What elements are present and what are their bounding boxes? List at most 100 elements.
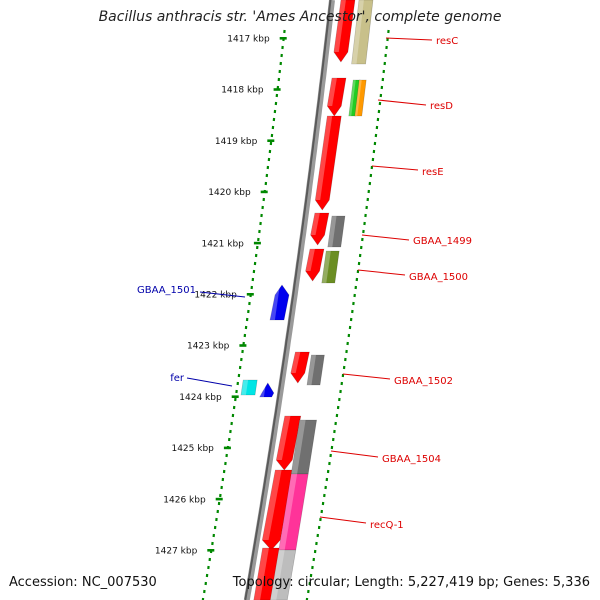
cds-GBAA_1501-highlight bbox=[270, 285, 280, 320]
cog-resD-a-highlight bbox=[348, 80, 356, 116]
gene-label-fer[interactable]: fer bbox=[170, 373, 185, 384]
cds-recQ-1-highlight bbox=[262, 470, 282, 540]
leader-line-recQ-1 bbox=[319, 516, 367, 524]
gene-label-GBAA_1500[interactable]: GBAA_1500 bbox=[409, 272, 468, 283]
cds-next-highlight bbox=[253, 548, 269, 600]
length-value: 5,227,419 bp bbox=[407, 575, 495, 590]
inner-dotted-ring bbox=[201, 29, 286, 600]
gene-label-GBAA_1504[interactable]: GBAA_1504 bbox=[382, 454, 441, 465]
cds-recQ-1 bbox=[261, 469, 294, 551]
cog-GBAA_1499 bbox=[327, 215, 346, 248]
tick-label: 1426 kbp bbox=[163, 495, 206, 505]
cog-GBAA_1500-highlight bbox=[321, 251, 331, 283]
tick-label: 1425 kbp bbox=[171, 444, 214, 454]
tick-mark bbox=[246, 293, 254, 296]
cds-resD-highlight bbox=[327, 78, 337, 106]
cds-GBAA_1500-highlight bbox=[305, 249, 315, 271]
outer-dotted-ring bbox=[305, 29, 390, 600]
accession-info: Accession: NC_007530 bbox=[9, 575, 157, 590]
cds-resC bbox=[333, 0, 356, 63]
cog-GBAA_1500 bbox=[321, 250, 340, 284]
length-label: Length: bbox=[354, 575, 404, 590]
cog-resD-b bbox=[354, 79, 367, 117]
cds-resE bbox=[314, 115, 342, 211]
feature-track bbox=[240, 0, 374, 600]
gene-labels: resC resD resE GBAA_1499 GBAA_1500 GBAA_1502 G… bbox=[137, 36, 472, 531]
tick-mark bbox=[215, 497, 223, 501]
cog-GBAA_1504-highlight bbox=[291, 420, 306, 474]
cog-next bbox=[269, 549, 297, 600]
leader-line-GBAA_1499 bbox=[361, 234, 410, 241]
cds-resC-highlight bbox=[333, 0, 346, 52]
cds-GBAA_1502-highlight bbox=[290, 352, 301, 373]
leader-line-resD bbox=[377, 99, 427, 106]
tick-mark bbox=[260, 190, 268, 194]
backbone-ring bbox=[243, 0, 335, 600]
gene-label-GBAA_1499[interactable]: GBAA_1499 bbox=[413, 236, 472, 247]
gene-label-GBAA_1501[interactable]: GBAA_1501 bbox=[137, 285, 196, 296]
genome-backbone bbox=[243, 0, 335, 600]
tick-label: 1427 kbp bbox=[155, 547, 198, 557]
cog-fer bbox=[240, 379, 258, 396]
leader-line-GBAA_1501 bbox=[199, 291, 246, 298]
topology-label: Topology: bbox=[232, 575, 294, 590]
kbp-ticks: 1417 kbp 1418 kbp 1419 kbp 1420 kbp 1421 kbp… bbox=[155, 35, 287, 557]
tick-mark bbox=[223, 446, 231, 450]
cds-fer-highlight bbox=[259, 383, 266, 397]
tick-label: 1422 kbp bbox=[194, 291, 237, 301]
genes-value: 5,336 bbox=[552, 575, 590, 590]
leader-line-GBAA_1504 bbox=[330, 450, 379, 458]
leader-line-resC bbox=[385, 37, 433, 41]
cog-recQ-1-highlight bbox=[278, 474, 298, 550]
dotted-guide-lines bbox=[201, 29, 390, 600]
cds-GBAA_1501 bbox=[269, 284, 290, 321]
cds-GBAA_1504 bbox=[275, 415, 302, 471]
gene-label-resC[interactable]: resC bbox=[436, 36, 458, 47]
leader-line-resE bbox=[371, 165, 419, 171]
leader-line-GBAA_1502 bbox=[342, 373, 391, 380]
gene-label-resD[interactable]: resD bbox=[430, 101, 453, 112]
cds-GBAA_1502 bbox=[290, 351, 310, 384]
cds-resE-highlight bbox=[315, 116, 333, 200]
tick-label: 1421 kbp bbox=[201, 239, 244, 249]
gene-label-recQ-1[interactable]: recQ-1 bbox=[370, 520, 404, 531]
cog-fer-highlight bbox=[241, 380, 249, 395]
cog-resC-highlight bbox=[351, 0, 364, 64]
cog-GBAA_1499-highlight bbox=[327, 216, 337, 247]
cds-GBAA_1504-highlight bbox=[276, 416, 291, 460]
cog-GBAA_1502-highlight bbox=[307, 355, 316, 385]
tick-mark bbox=[207, 549, 215, 552]
tick-label: 1418 kbp bbox=[221, 86, 264, 96]
cog-resD-b-highlight bbox=[354, 80, 362, 116]
tick-label: 1420 kbp bbox=[208, 188, 251, 198]
genome-stats: Topology: circular; Length: 5,227,419 bp… bbox=[232, 575, 590, 590]
gene-label-resE[interactable]: resE bbox=[422, 167, 444, 178]
gene-label-GBAA_1502[interactable]: GBAA_1502 bbox=[394, 376, 453, 387]
cog-resC bbox=[351, 0, 374, 65]
tick-label: 1419 kbp bbox=[215, 137, 258, 147]
cog-next-highlight bbox=[270, 550, 285, 600]
cog-GBAA_1502 bbox=[306, 354, 325, 386]
genome-title: Bacillus anthracis str. 'Ames Ancestor',… bbox=[98, 9, 502, 25]
leader-line-fer bbox=[186, 377, 233, 387]
tick-mark bbox=[279, 37, 287, 40]
topology-value: circular bbox=[297, 575, 346, 590]
tick-mark bbox=[273, 88, 281, 91]
tick-mark bbox=[231, 395, 239, 398]
tick-label: 1417 kbp bbox=[227, 35, 270, 45]
cds-GBAA_1499 bbox=[310, 212, 330, 246]
cds-GBAA_1500 bbox=[305, 248, 325, 282]
accession-value: NC_007530 bbox=[81, 575, 157, 590]
cds-resD bbox=[326, 77, 347, 117]
tick-mark bbox=[267, 139, 275, 142]
tick-mark bbox=[239, 344, 247, 347]
accession-label: Accession: bbox=[9, 575, 78, 590]
cds-fer bbox=[259, 382, 275, 398]
genes-label: Genes: bbox=[503, 575, 549, 590]
backbone-edge bbox=[244, 0, 332, 600]
cds-GBAA_1499-highlight bbox=[310, 213, 320, 235]
tick-mark bbox=[253, 241, 261, 245]
tick-label: 1423 kbp bbox=[187, 342, 230, 352]
